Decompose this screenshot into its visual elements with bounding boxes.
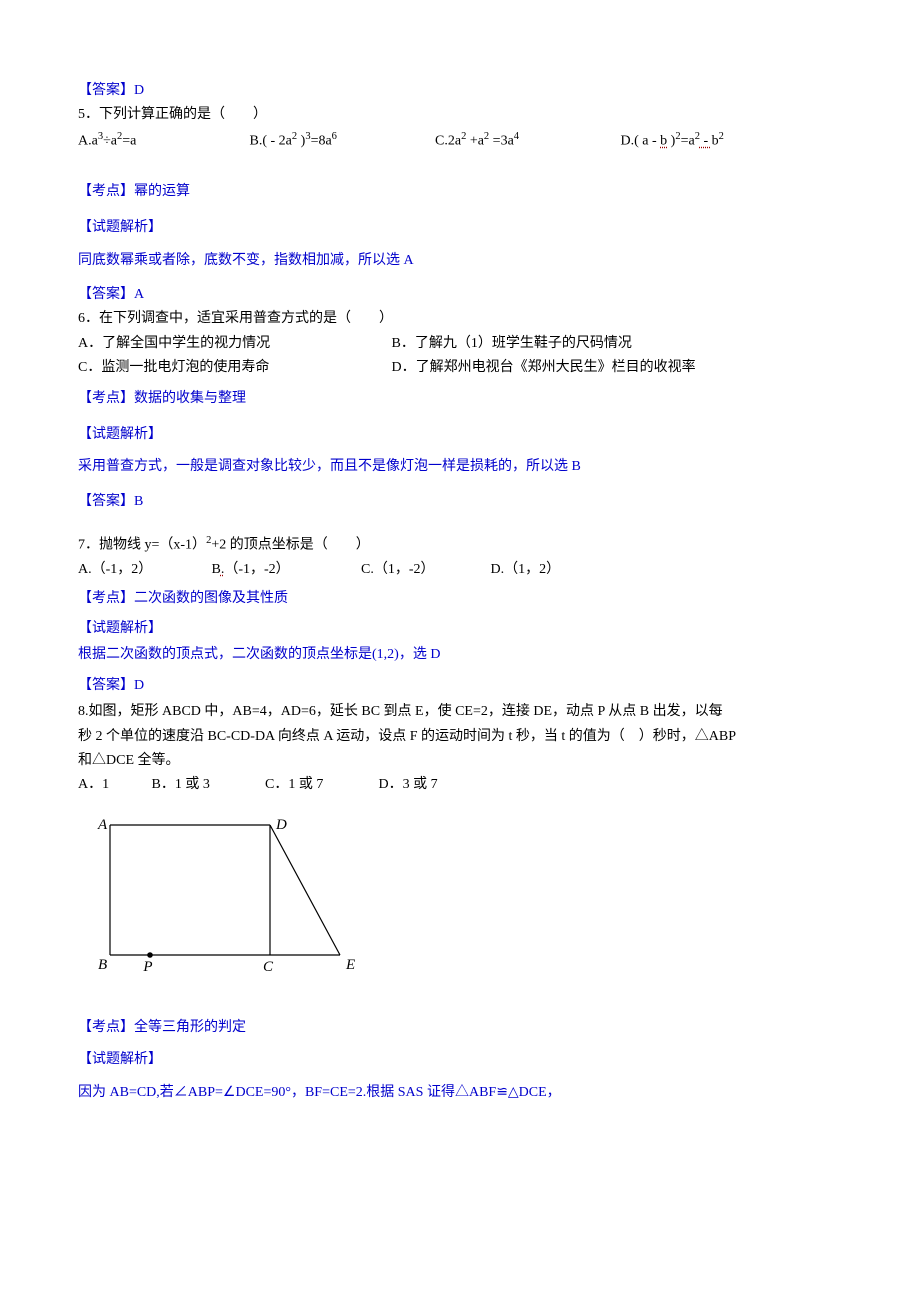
q6-optC: C．监测一批电灯泡的使用寿命	[78, 357, 388, 379]
q8-optC: C．1 或 7	[265, 774, 375, 796]
svg-text:B: B	[98, 957, 107, 973]
q7-jx-body: 根据二次函数的顶点式，二次函数的顶点坐标是(1,2)，选 D	[78, 644, 842, 666]
q5-options: A.a3÷a2=a B.( ‑ 2a2 )3=8a6 C.2a2 +a2 =3a…	[78, 129, 842, 153]
q7-optB: B.（-1，‑2）	[212, 559, 358, 581]
q6-row2: C．监测一批电灯泡的使用寿命 D．了解郑州电视台《郑州大民生》栏目的收视率	[78, 357, 842, 379]
q6-optD: D．了解郑州电视台《郑州大民生》栏目的收视率	[392, 357, 696, 379]
q8-options: A．1 B．1 或 3 C．1 或 7 D．3 或 7	[78, 774, 842, 796]
q8-optD: D．3 或 7	[379, 774, 438, 796]
q5-optA: A.a3÷a2=a	[78, 129, 246, 153]
svg-text:P: P	[142, 959, 152, 975]
q6-row1: A．了解全国中学生的视力情况 B．了解九（1）班学生鞋子的尺码情况	[78, 333, 842, 355]
q7-kp: 【考点】二次函数的图像及其性质	[78, 588, 842, 610]
q7-optD: D.（1，2）	[491, 559, 561, 581]
q8-jx-label: 【试题解析】	[78, 1049, 842, 1071]
q5-optC: C.2a2 +a2 =3a4	[435, 129, 617, 153]
q8-optA: A．1	[78, 774, 148, 796]
q8-stem1: 8.如图，矩形 ABCD 中，AB=4，AD=6，延长 BC 到点 E，使 CE…	[78, 701, 842, 723]
q6-answer: 【答案】B	[78, 491, 842, 513]
q7-options: A.（-1，2） B.（-1，‑2） C.（1，-2） D.（1，2）	[78, 559, 842, 581]
q8-jx-body: 因为 AB=CD,若∠ABP=∠DCE=90°，BF=CE=2.根据 SAS 证…	[78, 1082, 842, 1104]
q6-optA: A．了解全国中学生的视力情况	[78, 333, 388, 355]
svg-text:C: C	[263, 959, 274, 975]
q8-diagram: A D B C E P	[92, 811, 362, 985]
q8-optB: B．1 或 3	[152, 774, 262, 796]
q8-kp: 【考点】全等三角形的判定	[78, 1017, 842, 1039]
q7-answer: 【答案】D	[78, 675, 842, 697]
q5-stem: 5．下列计算正确的是（ ）	[78, 104, 842, 126]
q4-answer: 【答案】D	[78, 80, 842, 102]
q5-optD: D.( a ‑ b )2=a2 ‑ b2	[621, 129, 724, 153]
q8-stem2: 秒 2 个单位的速度沿 BC-CD-DA 向终点 A 运动，设点 F 的运动时间…	[78, 726, 842, 748]
svg-text:D: D	[275, 817, 287, 833]
q6-jx-label: 【试题解析】	[78, 424, 842, 446]
q7-jx-label: 【试题解析】	[78, 618, 842, 640]
q5-jx-label: 【试题解析】	[78, 217, 842, 239]
q5-jx-body: 同底数幂乘或者除，底数不变，指数相加减，所以选 A	[78, 250, 842, 272]
q6-optB: B．了解九（1）班学生鞋子的尺码情况	[392, 333, 632, 355]
q5-kp: 【考点】幂的运算	[78, 181, 842, 203]
q8-stem3: 和△DCE 全等。	[78, 750, 842, 772]
q7-optC: C.（1，-2）	[361, 559, 487, 581]
svg-text:E: E	[345, 957, 355, 973]
q5-optB: B.( ‑ 2a2 )3=8a6	[250, 129, 432, 153]
q6-kp: 【考点】数据的收集与整理	[78, 388, 842, 410]
q7-stem: 7．抛物线 y=（x‑1）2+2 的顶点坐标是（ ）	[78, 533, 842, 557]
q7-optA: A.（-1，2）	[78, 559, 208, 581]
q5-answer: 【答案】A	[78, 284, 842, 306]
q6-jx-body: 采用普查方式，一般是调查对象比较少，而且不是像灯泡一样是损耗的，所以选 B	[78, 456, 842, 478]
q6-stem: 6．在下列调查中，适宜采用普查方式的是（ ）	[78, 308, 842, 330]
svg-text:A: A	[97, 817, 108, 833]
